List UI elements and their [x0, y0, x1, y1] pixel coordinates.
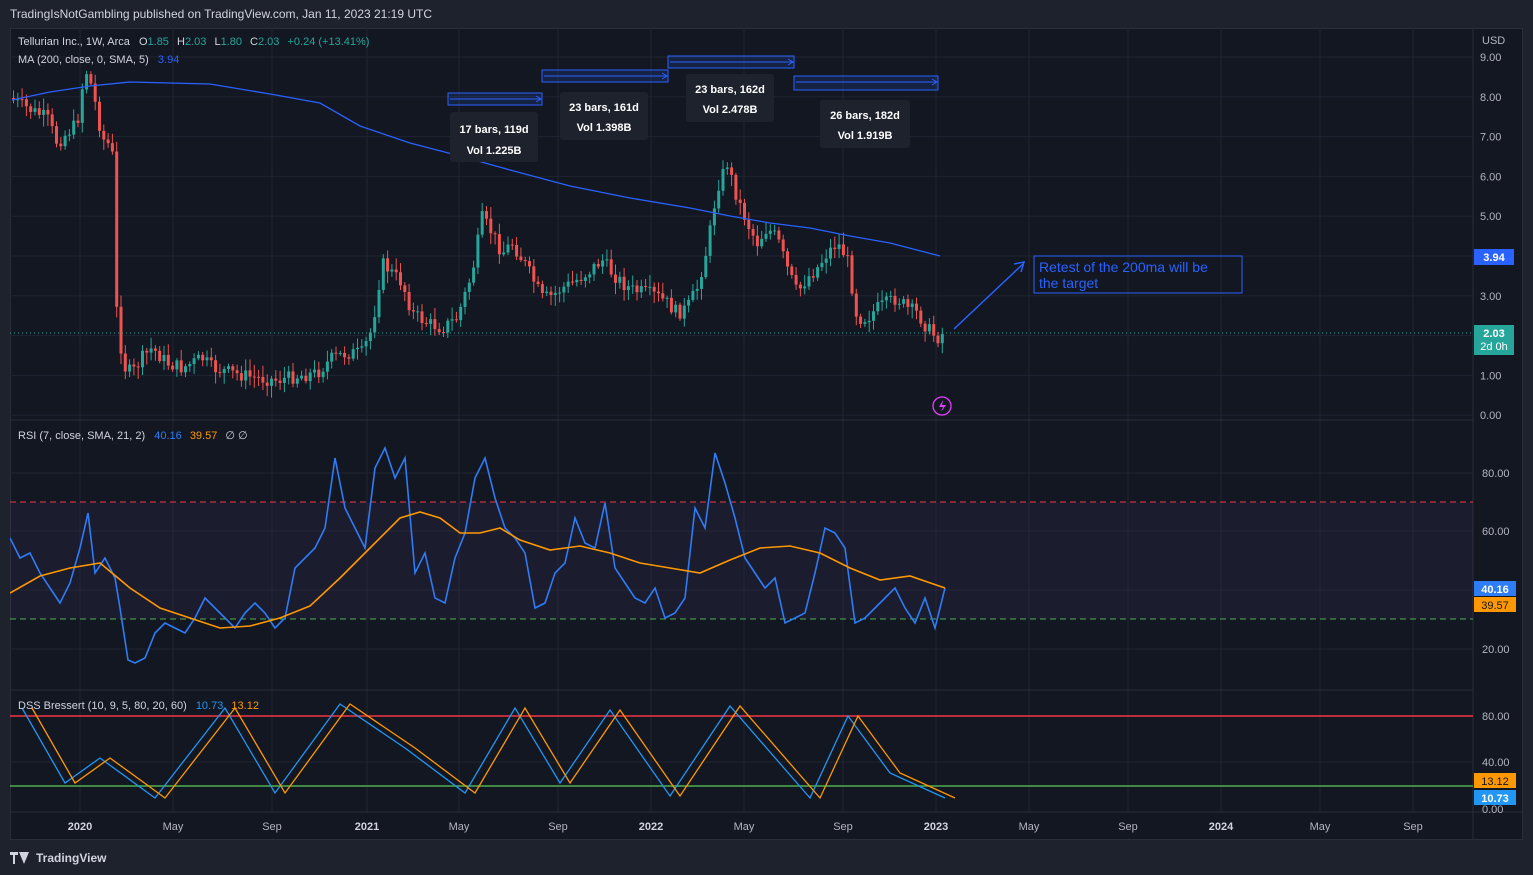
target-note-line1: Retest of the 200ma will be: [1039, 259, 1208, 275]
dss-tick: 40.00: [1482, 757, 1510, 769]
low-value: 1.80: [221, 36, 242, 48]
measure-range-1[interactable]: 17 bars, 119d Vol 1.225B: [447, 92, 543, 162]
rsi-ma-value-badge: 39.57: [1474, 597, 1516, 612]
price-tick: 5.00: [1480, 211, 1501, 223]
publisher-bar: TradingIsNotGambling published on Tradin…: [0, 0, 1533, 28]
time-tick: 2023: [924, 821, 948, 833]
ma-legend-label: MA (200, close, 0, SMA, 5): [18, 54, 149, 66]
measure-vol-1: Vol 1.225B: [467, 145, 522, 157]
svg-text:39.57: 39.57: [1481, 600, 1509, 612]
brand-name: TradingView: [36, 851, 107, 865]
measure-vol-3: Vol 2.478B: [703, 104, 758, 116]
price-tick: 1.00: [1480, 370, 1501, 382]
time-tick: 2020: [68, 821, 92, 833]
ma-200-line[interactable]: [11, 81, 941, 257]
publisher-text: TradingIsNotGambling published on Tradin…: [10, 7, 433, 21]
time-tick: Sep: [1403, 821, 1423, 833]
price-axis[interactable]: 9.008.007.006.005.004.003.002.001.000.00: [1480, 52, 1501, 422]
tradingview-logo-icon: [10, 852, 30, 864]
measure-range-4[interactable]: 26 bars, 182d Vol 1.919B: [793, 75, 939, 148]
time-tick: Sep: [833, 821, 853, 833]
rsi-line[interactable]: [10, 445, 946, 664]
dss-legend: DSS Bressert (10, 9, 5, 80, 20, 60) 10.7…: [18, 700, 259, 712]
change-value: +0.24 (+13.41%): [287, 36, 369, 48]
currency-label: USD: [1482, 35, 1505, 47]
dss-signal-legend-value: 13.12: [231, 700, 259, 712]
dss-signal-line[interactable]: [31, 703, 956, 800]
measure-label-box-1: [450, 112, 538, 162]
rsi-tick: 20.00: [1482, 644, 1510, 656]
rsi-band: [10, 502, 1473, 619]
measure-label-box-4: [820, 100, 910, 148]
time-tick: Sep: [1118, 821, 1138, 833]
main-legend: Tellurian Inc., 1W, Arca O1.85 H2.03 L1.…: [18, 36, 369, 66]
svg-text:13.12: 13.12: [1481, 776, 1509, 788]
time-tick: Sep: [262, 821, 282, 833]
svg-text:3.94: 3.94: [1483, 252, 1505, 264]
ma-legend-value: 3.94: [158, 54, 179, 66]
open-value: 1.85: [148, 36, 169, 48]
target-note[interactable]: Retest of the 200ma will be the target: [1033, 255, 1243, 294]
dividend-event-icon[interactable]: [932, 396, 952, 416]
price-tick: 8.00: [1480, 92, 1501, 104]
time-tick: May: [734, 821, 755, 833]
measure-bars-3: 23 bars, 162d: [695, 84, 765, 96]
measure-bars-1: 17 bars, 119d: [459, 124, 528, 136]
svg-text:10.73: 10.73: [1481, 793, 1509, 805]
time-tick: May: [1019, 821, 1040, 833]
measure-bars-2: 23 bars, 161d: [569, 102, 639, 114]
close-value: 2.03: [258, 36, 279, 48]
dss-tick: 0.00: [1482, 804, 1503, 816]
dss-value-badge: 10.73: [1474, 790, 1516, 805]
chart-svg[interactable]: 17 bars, 119d Vol 1.225B 23 bars, 161d V…: [10, 28, 1523, 840]
chart-area[interactable]: [10, 28, 1523, 840]
bar-countdown: 2d 0h: [1480, 341, 1508, 353]
time-tick: May: [163, 821, 184, 833]
price-tick: 6.00: [1480, 171, 1501, 183]
time-tick: May: [1310, 821, 1331, 833]
price-tick: 0.00: [1480, 410, 1501, 422]
symbol-name: Tellurian Inc., 1W, Arca: [18, 36, 131, 48]
dss-tick: 80.00: [1482, 711, 1510, 723]
dss-signal-badge: 13.12: [1474, 773, 1516, 788]
measure-vol-2: Vol 1.398B: [577, 122, 632, 134]
measure-label-box-3: [686, 74, 774, 122]
last-price-badge: 2.03 2d 0h: [1474, 325, 1514, 355]
measure-bars-4: 26 bars, 182d: [830, 110, 900, 122]
price-tick: 3.00: [1480, 291, 1501, 303]
dss-legend-value: 10.73: [196, 700, 224, 712]
svg-text:Tellurian Inc., 1W, Arca: Tellurian Inc., 1W, Arca O1.85 H2.03 L1.…: [18, 36, 369, 48]
time-tick: Sep: [548, 821, 568, 833]
price-tick: 7.00: [1480, 132, 1501, 144]
svg-text:40.16: 40.16: [1481, 584, 1509, 596]
time-tick: 2024: [1209, 821, 1234, 833]
measure-label-box-2: [560, 92, 648, 140]
rsi-ma-line[interactable]: [10, 511, 946, 629]
price-candles[interactable]: [12, 70, 944, 398]
time-tick: 2021: [355, 821, 379, 833]
dss-line[interactable]: [21, 703, 946, 800]
measure-range-2[interactable]: 23 bars, 161d Vol 1.398B: [541, 69, 669, 140]
rsi-ma-legend-value: 39.57: [190, 430, 218, 442]
rsi-legend-value: 40.16: [154, 430, 182, 442]
time-axis[interactable]: 2020 May Sep 2021 May Sep 2022 May Sep 2023 May Sep…: [68, 821, 1423, 833]
target-note-line2: the target: [1039, 275, 1098, 291]
price-tick: 9.00: [1480, 52, 1501, 64]
rsi-value-badge: 40.16: [1474, 581, 1516, 596]
svg-text:MA (200, close, 0, SMA, 5): MA (200, close, 0, SMA, 5) 3.94: [18, 54, 179, 66]
measure-vol-4: Vol 1.919B: [838, 130, 893, 142]
time-tick: May: [449, 821, 470, 833]
time-tick: 2022: [639, 821, 663, 833]
footer-brand[interactable]: TradingView: [10, 848, 106, 868]
ma-price-badge: 3.94: [1474, 249, 1514, 265]
high-value: 2.03: [185, 36, 206, 48]
measure-range-3[interactable]: 23 bars, 162d Vol 2.478B: [667, 55, 795, 122]
rsi-legend: RSI (7, close, SMA, 21, 2) 40.16 39.57 ∅…: [18, 430, 248, 442]
dss-axis[interactable]: 80.00 40.00 0.00: [1482, 711, 1510, 816]
svg-text:2.03: 2.03: [1483, 328, 1504, 340]
rsi-tick: 60.00: [1482, 526, 1510, 538]
target-arrow[interactable]: [953, 261, 1026, 330]
rsi-tick: 80.00: [1482, 468, 1510, 480]
